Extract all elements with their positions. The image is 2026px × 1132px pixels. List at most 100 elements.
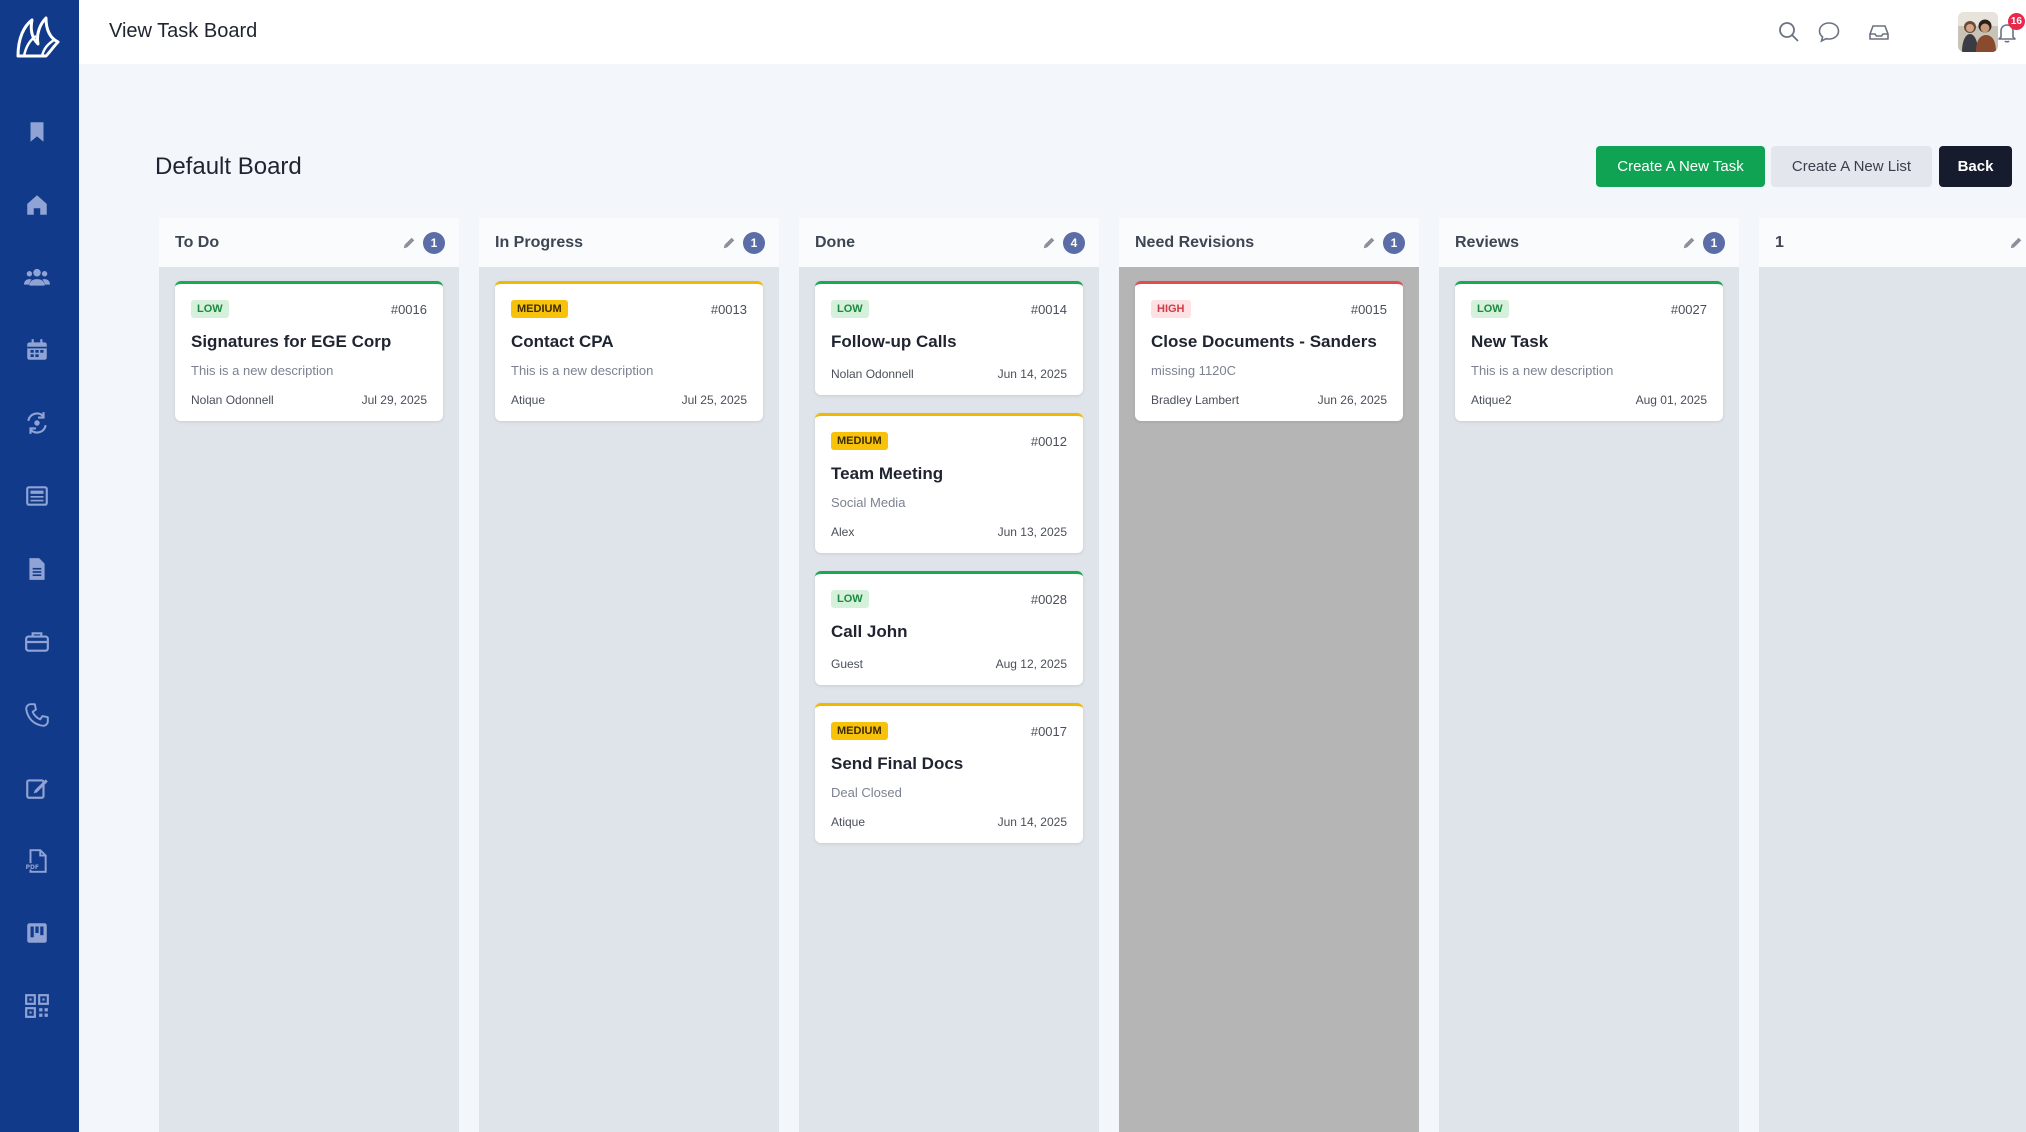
briefcase-icon[interactable] [22, 627, 52, 657]
task-assignee: Alex [831, 525, 855, 539]
newspaper-icon[interactable] [22, 481, 52, 511]
task-id: #0014 [1030, 301, 1067, 317]
user-avatar[interactable] [1958, 12, 1998, 52]
column-1: 1 [1759, 218, 2026, 1132]
column-title: Reviews [1455, 233, 1520, 251]
column-header: Done 4 [799, 218, 1099, 267]
task-card[interactable]: Low #0028 Call John Guest Aug 12, 2025 [815, 571, 1083, 685]
column-title: To Do [175, 233, 220, 251]
column-reviews: Reviews 1 Low #0027 New Task This is a n… [1439, 218, 1739, 1132]
priority-badge: Low [191, 300, 229, 318]
task-card[interactable]: Medium #0012 Team Meeting Social Media A… [815, 413, 1083, 553]
phone-icon[interactable] [22, 700, 52, 730]
column-header: 1 [1759, 218, 2026, 267]
task-description: This is a new description [511, 363, 654, 378]
column-count-badge: 1 [743, 231, 765, 254]
priority-badge: High [1151, 300, 1191, 318]
task-assignee: Nolan Odonnell [831, 367, 914, 381]
task-date: Jun 13, 2025 [997, 525, 1067, 539]
bookmark-icon[interactable] [22, 117, 52, 147]
task-card[interactable]: Low #0027 New Task This is a new descrip… [1455, 281, 1723, 421]
column-title: Done [815, 233, 855, 251]
task-date: Aug 12, 2025 [995, 657, 1067, 671]
task-title: Contact CPA [511, 332, 614, 351]
document-icon[interactable] [22, 554, 52, 584]
brand-logo[interactable] [14, 16, 64, 60]
search-icon[interactable] [1775, 18, 1803, 46]
task-id: #0028 [1030, 591, 1067, 607]
pencil-icon[interactable] [1679, 233, 1699, 253]
task-card[interactable]: Medium #0017 Send Final Docs Deal Closed… [815, 703, 1083, 843]
column-header: To Do 1 [159, 218, 459, 267]
back-button[interactable]: Back [1939, 146, 2012, 187]
svg-text:PDF: PDF [26, 864, 39, 871]
priority-badge: Low [1471, 300, 1509, 318]
pencil-icon[interactable] [1039, 233, 1059, 253]
task-card[interactable]: Medium #0013 Contact CPA This is a new d… [495, 281, 763, 421]
pencil-icon[interactable] [399, 233, 419, 253]
priority-badge: Medium [511, 300, 568, 318]
column-count-badge: 1 [1383, 231, 1405, 254]
column-count-badge: 1 [1703, 231, 1725, 254]
task-assignee: Atique2 [1471, 393, 1512, 407]
column-count-badge: 4 [1063, 231, 1085, 254]
pencil-icon[interactable] [719, 233, 739, 253]
pencil-icon[interactable] [2006, 233, 2026, 253]
column-title: In Progress [495, 233, 584, 251]
edit-icon[interactable] [22, 773, 52, 803]
task-description: Social Media [831, 495, 906, 510]
task-title: Follow-up Calls [831, 332, 957, 351]
task-date: Jun 26, 2025 [1317, 393, 1387, 407]
calendar-icon[interactable] [22, 335, 52, 365]
column-title: Need Revisions [1135, 233, 1255, 251]
column-in-progress: In Progress 1 Medium #0013 Contact CPA T… [479, 218, 779, 1132]
task-card[interactable]: High #0015 Close Documents - Sanders mis… [1135, 281, 1403, 421]
home-icon[interactable] [22, 190, 52, 220]
top-bar: View Task Board 16 [79, 0, 2026, 64]
column-header: Need Revisions 1 [1119, 218, 1419, 267]
create-list-button[interactable]: Create A New List [1771, 146, 1932, 187]
pdf-icon[interactable]: PDF [22, 846, 52, 876]
task-description: Deal Closed [831, 785, 902, 800]
exchange-icon[interactable] [22, 408, 52, 438]
board-title: Default Board [155, 153, 302, 180]
bell-icon[interactable]: 16 [1993, 13, 2025, 46]
task-card[interactable]: Low #0014 Follow-up Calls Nolan Odonnell… [815, 281, 1083, 395]
task-date: Jul 29, 2025 [361, 393, 427, 407]
pencil-icon[interactable] [1359, 233, 1379, 253]
column-header: In Progress 1 [479, 218, 779, 267]
task-id: #0017 [1030, 723, 1067, 739]
column-header: Reviews 1 [1439, 218, 1739, 267]
task-id: #0027 [1670, 301, 1707, 317]
task-id: #0012 [1030, 433, 1067, 449]
notification-count-badge: 16 [2007, 13, 2025, 30]
column-to-do: To Do 1 Low #0016 Signatures for EGE Cor… [159, 218, 459, 1132]
task-title: Call John [831, 622, 908, 641]
create-task-button[interactable]: Create A New Task [1596, 146, 1765, 187]
column-count-badge: 1 [423, 231, 445, 254]
qr-code-icon[interactable] [22, 991, 52, 1021]
priority-badge: Medium [831, 722, 888, 740]
task-date: Jun 14, 2025 [997, 367, 1067, 381]
task-card[interactable]: Low #0016 Signatures for EGE Corp This i… [175, 281, 443, 421]
task-title: Signatures for EGE Corp [191, 332, 392, 351]
task-title: Team Meeting [831, 464, 944, 483]
task-id: #0013 [710, 301, 747, 317]
users-icon[interactable] [22, 262, 52, 292]
inbox-icon[interactable] [1865, 18, 1893, 46]
task-id: #0015 [1350, 301, 1387, 317]
task-title: Send Final Docs [831, 754, 964, 773]
column-title: 1 [1775, 233, 1784, 251]
chat-icon[interactable] [1815, 18, 1843, 46]
sidebar: PDF [0, 0, 79, 1132]
board-icon[interactable] [22, 918, 52, 948]
priority-badge: Low [831, 300, 869, 318]
task-assignee: Atique [511, 393, 546, 407]
task-title: Close Documents - Sanders [1151, 332, 1377, 351]
column-need-revisions: Need Revisions 1 High #0015 Close Docume… [1119, 218, 1419, 1132]
task-title: New Task [1471, 332, 1549, 351]
task-date: Jun 14, 2025 [997, 815, 1067, 829]
priority-badge: Low [831, 590, 869, 608]
task-description: This is a new description [191, 363, 334, 378]
task-assignee: Guest [831, 657, 864, 671]
